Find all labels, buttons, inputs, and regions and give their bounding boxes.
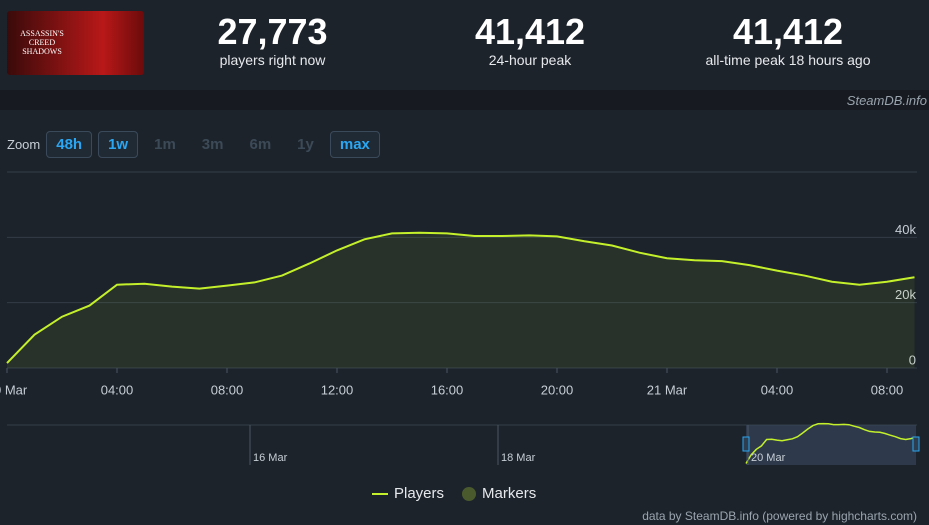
zoom-button[interactable]: 3m	[201, 136, 224, 153]
image-text: ASSASSIN'S	[20, 29, 64, 38]
legend-label: Markers	[482, 485, 537, 502]
y-tick-label: 0	[909, 352, 916, 367]
zoom-button[interactable]: 48h	[46, 131, 93, 158]
stat: 41,412 all-time peak 18 hours ago	[688, 11, 888, 69]
navigator-label: 18 Mar	[501, 452, 536, 464]
zoom-button[interactable]: 6m	[249, 136, 272, 153]
area	[7, 232, 915, 368]
y-tick-label: 20k	[895, 287, 916, 302]
stat-value: 27,773	[217, 11, 328, 52]
strip	[0, 90, 929, 110]
legend-swatch	[462, 487, 477, 502]
game-image: ASSASSIN'S CREED SHADOWS	[7, 11, 144, 75]
legend-item[interactable]: Players	[372, 485, 444, 502]
x-tick-label: 08:00	[871, 382, 904, 397]
stat-label: all-time peak 18 hours ago	[705, 52, 871, 68]
credit: data by SteamDB.info (powered by highcha…	[642, 509, 917, 523]
x-tick-label: 21 Mar	[647, 382, 688, 397]
navigator-handle	[912, 436, 920, 452]
stat-value: 41,412	[732, 11, 844, 52]
x-tick-label: 04:00	[101, 382, 134, 397]
series-line	[6, 231, 915, 364]
legend: Players Markers	[372, 485, 536, 502]
navigator-label: 20 Mar	[751, 452, 786, 464]
x-tick-label: 12:00	[321, 382, 354, 397]
image-text: CREED	[28, 38, 56, 47]
legend-label: Players	[394, 485, 445, 502]
x-tick-label: 20:00	[541, 382, 574, 397]
zoom-label: Zoom	[7, 137, 41, 152]
x-tick-label: 20 Mar	[0, 382, 28, 397]
x-tick-label: 04:00	[761, 382, 794, 397]
zoom-button[interactable]: 1y	[297, 136, 314, 153]
navigator-handle	[742, 436, 750, 452]
watermark: SteamDB.info	[846, 93, 927, 108]
x-tick-label: 08:00	[211, 382, 244, 397]
zoom-button[interactable]: 1w	[98, 131, 139, 158]
legend-swatch	[372, 493, 388, 496]
image-text: SHADOWS	[22, 47, 62, 56]
zoom-button[interactable]: max	[329, 131, 380, 158]
zoom-button[interactable]: 1m	[154, 136, 176, 153]
navigator-line	[745, 422, 917, 464]
zoom: Zoom 48h 1w 1m 3m 6m 1y max	[7, 131, 380, 158]
navigator-label: 16 Mar	[253, 452, 288, 464]
y-tick-label: 40k	[895, 222, 916, 237]
stat-label: 24-hour peak	[488, 52, 572, 68]
stat-label: players right now	[219, 52, 326, 68]
stat: 27,773 players right now	[200, 11, 345, 69]
x-tick-label: 16:00	[431, 382, 464, 397]
legend-item[interactable]: Markers	[462, 485, 536, 502]
stat: 41,412 24-hour peak	[450, 11, 610, 69]
navigator-window	[746, 425, 916, 465]
stat-value: 41,412	[474, 11, 586, 52]
header: ASSASSIN'S CREED SHADOWS 27,773 players r…	[0, 0, 929, 90]
